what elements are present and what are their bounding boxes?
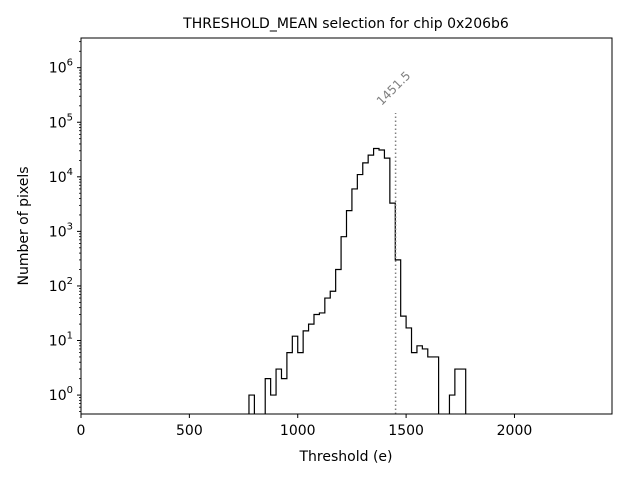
x-tick-label: 0 [77, 423, 86, 439]
y-tick-exponent: 6 [67, 58, 73, 69]
y-tick-base: 10 [49, 115, 67, 131]
x-tick-label: 2000 [497, 423, 533, 439]
y-tick-exponent: 1 [67, 331, 73, 342]
y-tick-base: 10 [49, 224, 67, 240]
y-tick-base: 10 [49, 170, 67, 186]
chart-title: THRESHOLD_MEAN selection for chip 0x206b… [182, 16, 509, 32]
x-axis: 0 500 1000 1500 2000 [77, 414, 533, 439]
y-tick-base: 10 [49, 279, 67, 295]
x-axis-label: Threshold (e) [299, 449, 393, 465]
y-tick-base: 10 [49, 334, 67, 350]
y-tick-label: 102 [49, 276, 73, 295]
plot-frame [80, 37, 613, 415]
y-tick-label: 100 [49, 385, 73, 404]
x-tick-label: 500 [176, 423, 203, 439]
y-axis-label: Number of pixels [16, 166, 32, 285]
y-tick-label: 104 [49, 167, 73, 186]
y-tick-exponent: 0 [67, 385, 73, 396]
y-tick-exponent: 3 [67, 221, 73, 232]
y-tick-label: 103 [49, 221, 73, 240]
y-tick-label: 101 [49, 331, 73, 350]
y-tick-base: 10 [49, 388, 67, 404]
x-tick-label: 1500 [388, 423, 424, 439]
y-tick-exponent: 4 [67, 167, 73, 178]
y-tick-label: 106 [49, 58, 73, 77]
x-tick-label: 1000 [280, 423, 316, 439]
y-tick-exponent: 5 [67, 112, 73, 123]
histogram-steps [248, 147, 467, 414]
y-tick-exponent: 2 [67, 276, 73, 287]
y-tick-base: 10 [49, 61, 67, 77]
y-tick-label: 105 [49, 112, 73, 131]
